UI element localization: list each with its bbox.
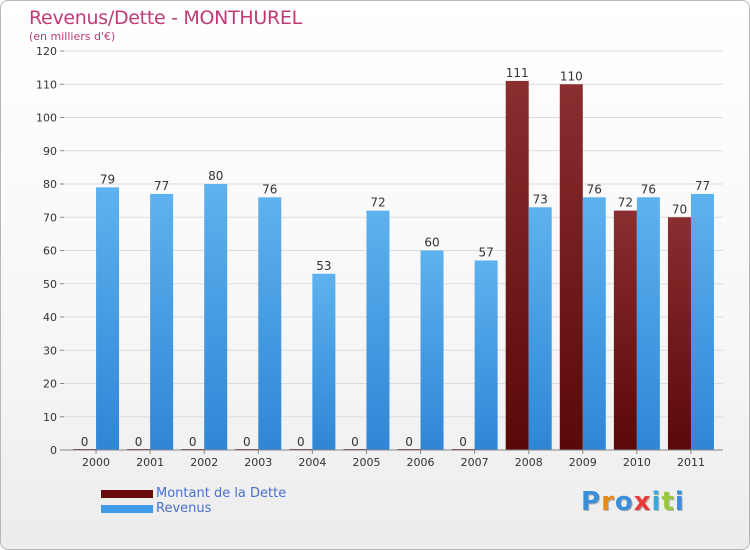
data-label-debt-2001: 0 — [135, 435, 143, 449]
bar-revenus-2000 — [96, 187, 120, 450]
y-tick-label: 80 — [43, 178, 57, 191]
y-tick-label: 100 — [36, 112, 57, 125]
bar-debt-2009 — [559, 84, 583, 450]
data-label-debt-2003: 0 — [243, 435, 251, 449]
logo-letter: o — [614, 487, 634, 517]
logo-letter: i — [651, 487, 662, 517]
legend-label-debt: Montant de la Dette — [156, 486, 287, 501]
bar-revenus-2003 — [258, 197, 282, 450]
data-label-debt-2009: 110 — [560, 69, 583, 83]
data-label-revenus-2002: 80 — [208, 169, 223, 183]
logo-letter: x — [633, 487, 652, 517]
bar-debt-2011 — [667, 217, 691, 450]
data-label-debt-2010: 72 — [618, 196, 633, 210]
y-tick-label: 70 — [43, 211, 57, 224]
data-label-revenus-2001: 77 — [154, 179, 169, 193]
data-label-revenus-2007: 57 — [478, 245, 493, 259]
proxiti-logo: Proxiti — [581, 487, 685, 517]
y-tick-label: 0 — [50, 444, 57, 457]
x-tick-label: 2010 — [623, 456, 651, 469]
legend-label-revenus: Revenus — [156, 501, 212, 516]
y-tick-label: 40 — [43, 311, 57, 324]
x-tick-label: 2003 — [244, 456, 272, 469]
bar-revenus-2011 — [690, 193, 714, 450]
x-tick-label: 2011 — [677, 456, 705, 469]
data-label-debt-2007: 0 — [459, 435, 467, 449]
bar-revenus-2006 — [420, 250, 444, 450]
data-label-revenus-2006: 60 — [424, 236, 439, 250]
data-label-debt-2006: 0 — [405, 435, 413, 449]
data-label-revenus-2008: 73 — [533, 192, 548, 206]
logo-letter: r — [601, 487, 615, 517]
legend-swatch-debt — [101, 490, 153, 498]
chart-title: Revenus/Dette - MONTHUREL — [29, 7, 302, 29]
chart-subtitle: (en milliers d'€) — [29, 30, 116, 43]
bar-revenus-2004 — [312, 273, 336, 450]
bar-revenus-2002 — [204, 184, 228, 450]
x-axis-ticks: 2000 2001 2002 2003 2004 2005 2006 2007 2008 2009… — [82, 450, 705, 469]
y-tick-label: 10 — [43, 411, 57, 424]
data-label-debt-2008: 111 — [506, 66, 529, 80]
x-tick-label: 2004 — [298, 456, 326, 469]
x-tick-label: 2007 — [461, 456, 489, 469]
x-tick-label: 2000 — [82, 456, 110, 469]
logo-letter: i — [674, 487, 685, 517]
y-tick-label: 20 — [43, 378, 57, 391]
data-label-revenus-2005: 72 — [370, 196, 385, 210]
bar-revenus-2001 — [150, 193, 174, 450]
x-tick-label: 2008 — [515, 456, 543, 469]
x-tick-label: 2001 — [136, 456, 164, 469]
data-label-debt-2004: 0 — [297, 435, 305, 449]
data-label-debt-2011: 70 — [672, 202, 687, 216]
bar-revenus-2005 — [366, 210, 390, 450]
bar-revenus-2007 — [474, 260, 498, 450]
data-label-revenus-2004: 53 — [316, 259, 331, 273]
bars — [73, 80, 714, 451]
data-label-revenus-2003: 76 — [262, 182, 277, 196]
y-axis-ticks: 0 10 20 30 40 50 60 70 80 90 100 110 120 — [36, 45, 64, 457]
y-tick-label: 90 — [43, 145, 57, 158]
y-tick-label: 60 — [43, 245, 57, 258]
x-tick-label: 2009 — [569, 456, 597, 469]
y-tick-label: 50 — [43, 278, 57, 291]
bar-revenus-2009 — [582, 197, 606, 450]
x-tick-label: 2002 — [190, 456, 218, 469]
legend-swatch-revenus — [101, 505, 153, 513]
y-tick-label: 110 — [36, 78, 57, 91]
bar-revenus-2008 — [528, 207, 552, 450]
data-label-debt-2002: 0 — [189, 435, 197, 449]
x-tick-label: 2006 — [407, 456, 435, 469]
x-tick-label: 2005 — [352, 456, 380, 469]
bar-debt-2008 — [505, 80, 529, 451]
data-labels: 0 79 0 77 0 80 0 76 0 53 0 72 0 60 0 57 111 73 110 76 72 76 70… — [81, 66, 710, 449]
grid-lines — [64, 50, 723, 418]
bar-debt-2010 — [613, 210, 637, 450]
logo-letter: P — [581, 487, 602, 517]
data-label-debt-2000: 0 — [81, 435, 89, 449]
data-label-revenus-2010: 76 — [641, 182, 656, 196]
y-tick-label: 120 — [36, 45, 57, 58]
data-label-revenus-2009: 76 — [587, 182, 602, 196]
data-label-revenus-2000: 79 — [100, 172, 115, 186]
bar-revenus-2010 — [636, 197, 660, 450]
logo-letter: t — [661, 487, 675, 517]
data-label-debt-2005: 0 — [351, 435, 359, 449]
y-tick-label: 30 — [43, 344, 57, 357]
data-label-revenus-2011: 77 — [695, 179, 710, 193]
